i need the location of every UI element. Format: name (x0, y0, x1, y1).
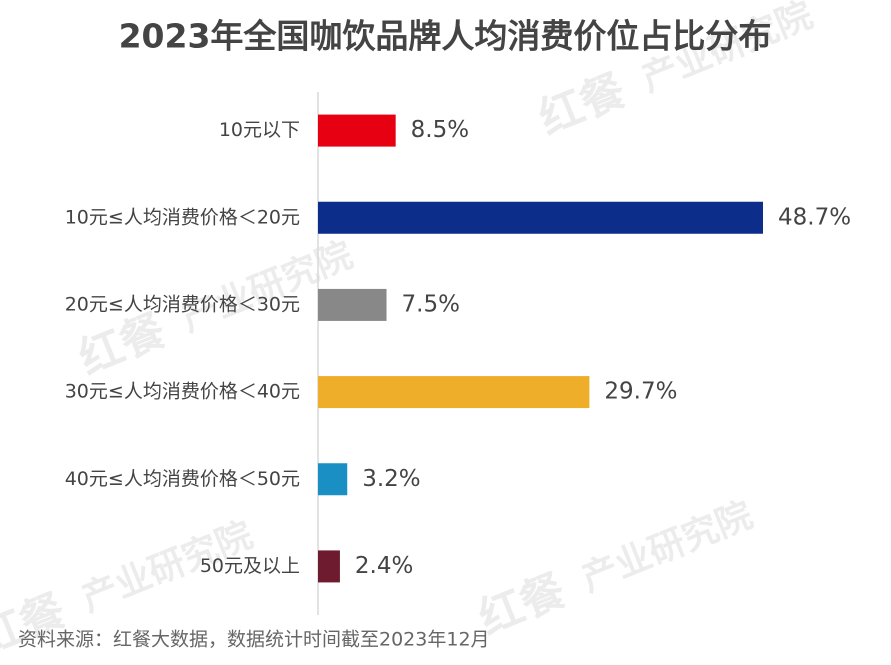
value-label: 7.5% (402, 291, 460, 317)
bar (318, 288, 387, 321)
source-note: 资料来源：红餐大数据，数据统计时间截至2023年12月 (18, 629, 490, 651)
value-label: 3.2% (362, 466, 420, 492)
bar (318, 201, 763, 234)
watermark-text: 产业研究院 (576, 495, 758, 600)
category-label: 50元及以上 (200, 555, 300, 577)
bar (318, 463, 348, 496)
category-label: 30元≤人均消费价格＜40元 (65, 381, 300, 403)
value-label: 48.7% (778, 204, 851, 230)
category-label: 10元≤人均消费价格＜20元 (65, 206, 300, 228)
category-label: 20元≤人均消费价格＜30元 (65, 293, 300, 315)
bar (318, 114, 396, 147)
value-label: 8.5% (411, 117, 469, 143)
watermark-text: 红餐 (532, 65, 633, 145)
value-label: 2.4% (355, 553, 413, 579)
bar (318, 550, 340, 583)
category-label: 40元≤人均消费价格＜50元 (65, 468, 300, 490)
bar (318, 376, 590, 409)
value-label: 29.7% (604, 379, 677, 405)
watermark-text: 红餐 (72, 305, 173, 385)
category-label: 10元以下 (219, 119, 300, 141)
chart-title: 2023年全国咖饮品牌人均消费价位占比分布 (119, 17, 772, 56)
watermark-text: 产业研究院 (176, 235, 358, 340)
